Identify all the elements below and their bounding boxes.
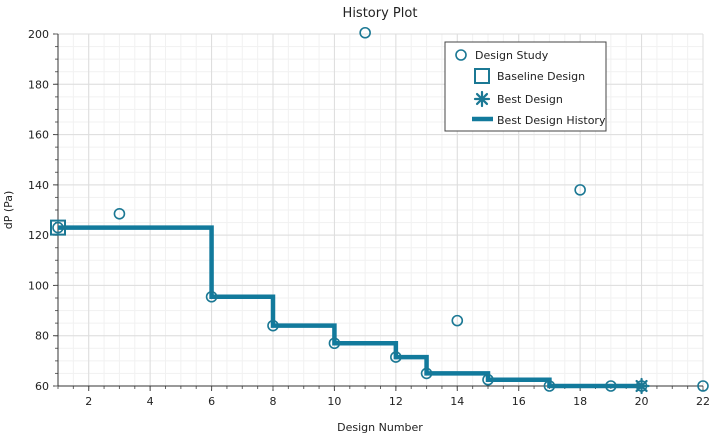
design-study-point [605,380,617,392]
legend-item-best-design: Best Design [473,90,563,108]
design-study-point [359,26,371,39]
y-tick-label: 100 [28,279,49,292]
legend-label-baseline-design: Baseline Design [497,70,585,83]
x-tick-label: 6 [208,395,215,408]
x-tick-label: 14 [450,395,464,408]
legend: Design Study Baseline Design Best Design… [444,41,607,132]
legend-item-baseline-design: Baseline Design [474,68,585,84]
design-study-point [267,319,279,332]
y-tick-label: 60 [35,380,49,393]
design-study-point [574,184,586,196]
x-tick-label: 4 [147,395,154,408]
x-tick-label: 2 [85,395,92,408]
design-study-point [451,314,464,327]
legend-label-design-study: Design Study [475,49,549,62]
legend-asterisk-glyph [473,90,491,108]
best-design-series [633,377,650,395]
design-study-point [420,367,433,380]
y-tick-label: 140 [28,179,49,192]
tick-labels: 2 4 6 8 10 12 14 16 18 20 22 60 80 100 120 140 160 180 200 [28,28,710,408]
design-study-point [328,337,341,350]
x-tick-label: 10 [327,395,341,408]
legend-item-design-study: Design Study [455,49,549,62]
design-study-point [543,380,556,392]
y-tick-label: 200 [28,28,49,41]
y-axis-label: dP (Pa) [2,191,15,230]
best-design-history-line [58,225,642,389]
best-design-point [633,377,650,395]
design-study-point [113,207,126,220]
baseline-design-point [50,219,66,236]
design-study-point [697,380,709,392]
baseline-design-series [50,219,66,236]
asterisk-stroke [475,92,489,106]
x-axis-label: Design Number [337,421,423,434]
design-study-point [482,373,494,386]
x-tick-label: 22 [696,395,710,408]
legend-square-marker [474,68,490,84]
y-tick-label: 120 [28,229,49,242]
best-design-history-series [58,225,642,389]
legend-item-best-design-history: Best Design History [472,114,606,127]
legend-box [444,41,607,132]
y-tick-label: 80 [35,330,49,343]
y-tick-label: 160 [28,129,49,142]
legend-label-best-design-history: Best Design History [497,114,606,127]
legend-label-best-design: Best Design [497,93,563,106]
x-tick-label: 18 [573,395,587,408]
legend-asterisk-marker [473,90,491,108]
x-tick-label: 20 [635,395,649,408]
x-tick-label: 8 [270,395,277,408]
x-tick-label: 12 [389,395,403,408]
asterisk-stroke [635,379,648,393]
x-tick-label: 16 [512,395,526,408]
design-study-series [52,26,709,392]
design-study-point [205,290,218,303]
design-study-point [52,221,64,234]
plot-area [50,26,709,395]
legend-circle-marker [455,49,467,61]
y-tick-label: 180 [28,78,49,91]
chart-title: History Plot [343,6,418,21]
design-study-point [390,351,402,363]
